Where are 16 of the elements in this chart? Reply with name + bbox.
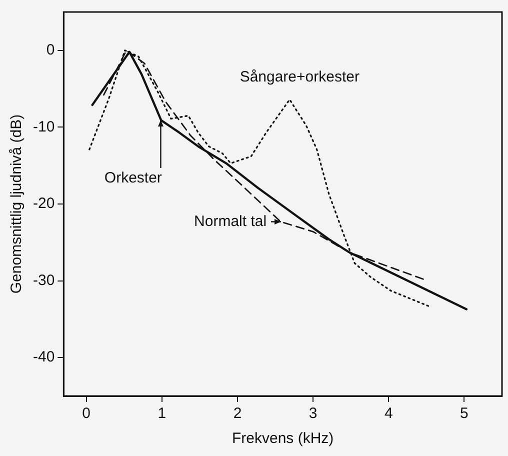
annotation: Sångare+orkester <box>240 68 360 86</box>
y-tick-label: -30 <box>32 272 55 289</box>
x-tick-label: 4 <box>384 405 393 422</box>
y-tick-label: -20 <box>32 195 55 212</box>
y-axis-title: Genomsnittlig ljudnivå (dB) <box>8 114 26 294</box>
x-tick-label: 5 <box>460 405 468 422</box>
y-tick-label: -10 <box>32 118 55 136</box>
x-tick-label: 1 <box>158 405 166 422</box>
x-axis-title: Frekvens (kHz) <box>232 430 334 448</box>
x-tick-label: 0 <box>82 405 91 422</box>
y-tick-label: -40 <box>32 348 55 366</box>
y-tick-label: 0 <box>46 42 55 59</box>
x-tick-label: 2 <box>233 405 242 422</box>
annotation: Normalt tal <box>194 212 267 230</box>
x-tick-label: 3 <box>308 405 318 422</box>
annotation: Orkester <box>104 169 162 186</box>
